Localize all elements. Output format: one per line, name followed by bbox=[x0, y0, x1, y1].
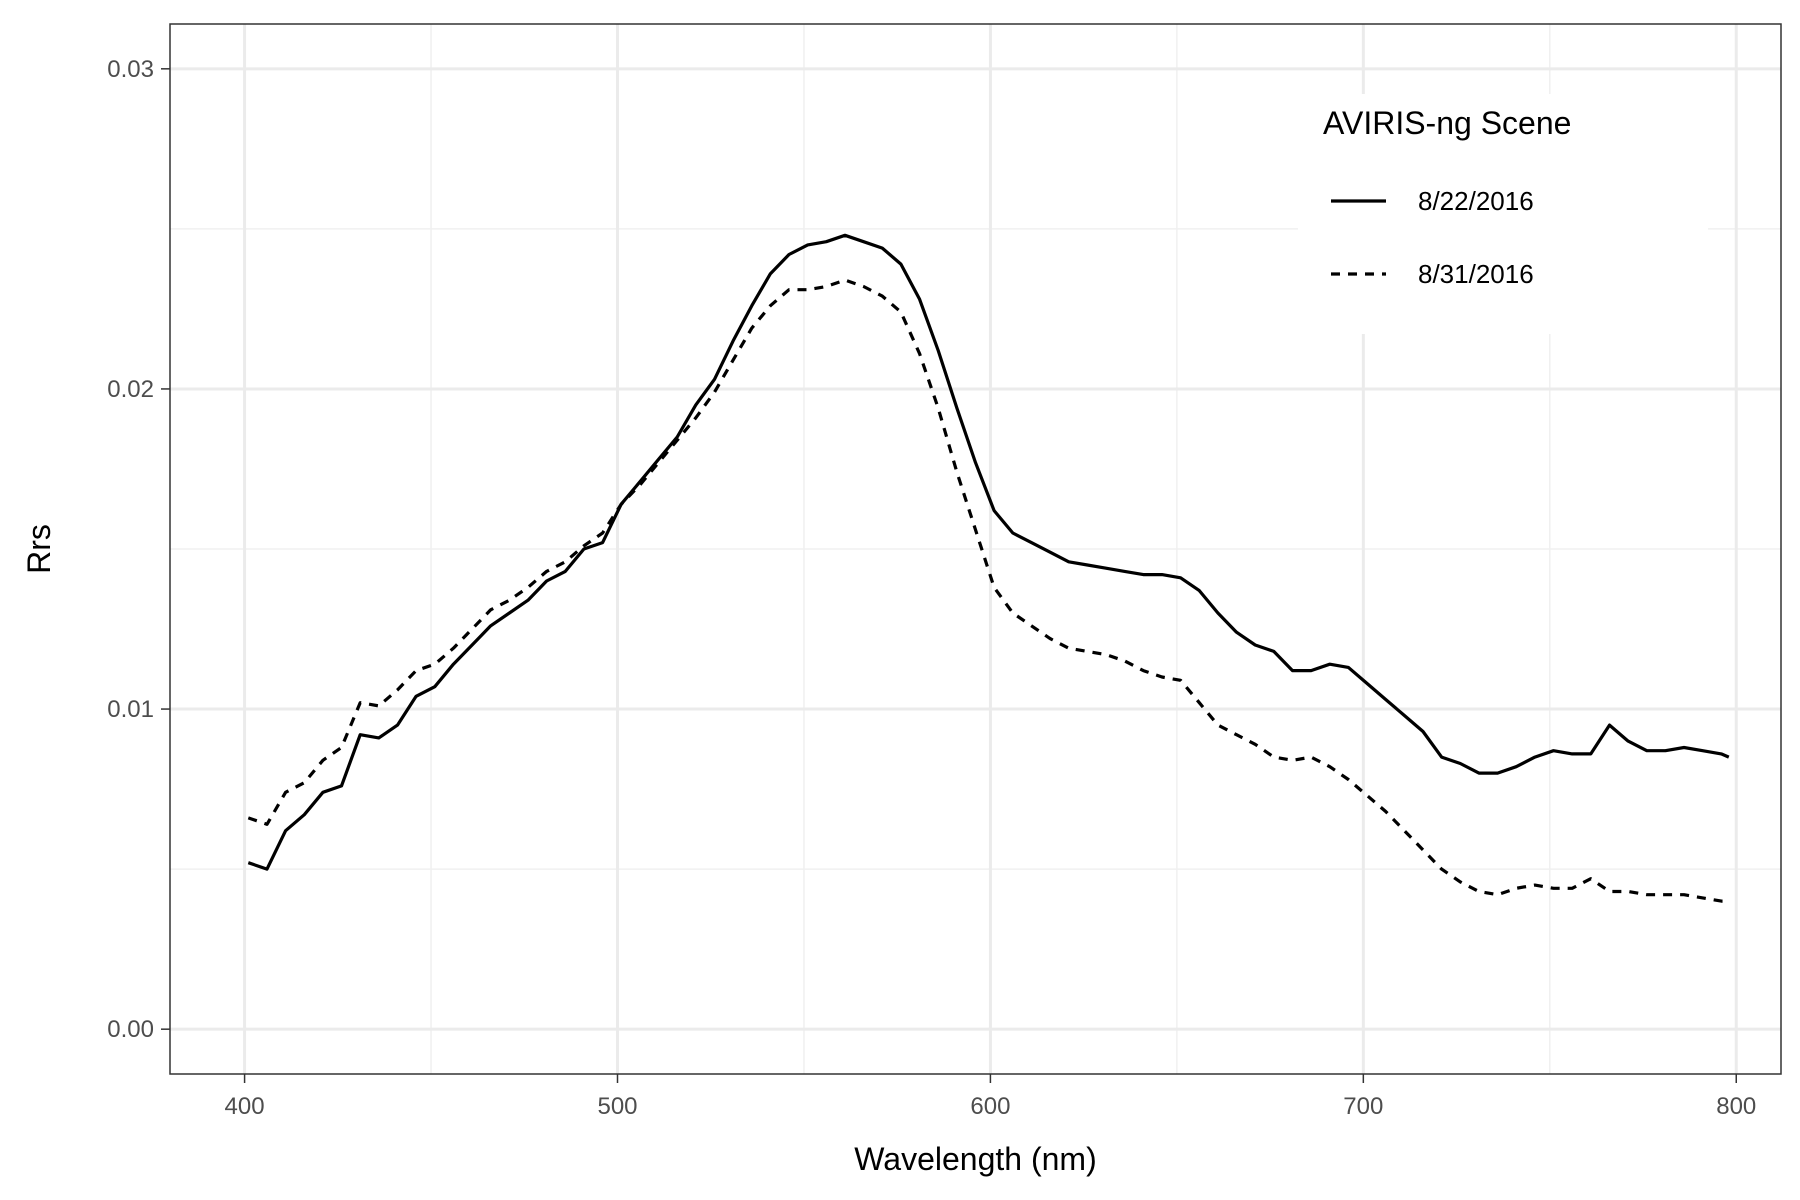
series-line-1 bbox=[247, 233, 1730, 871]
series-line-2 bbox=[247, 278, 1729, 903]
x-tick-label: 700 bbox=[1343, 1093, 1383, 1120]
y-tick-label: 0.01 bbox=[107, 696, 154, 723]
y-tick-label: 0.02 bbox=[107, 376, 154, 403]
x-tick-label: 400 bbox=[225, 1093, 265, 1120]
x-axis: 400 500 600 700 800 bbox=[225, 1074, 1756, 1120]
plot-panel-border bbox=[169, 23, 1782, 1075]
series-layer bbox=[247, 233, 1730, 903]
x-tick-label: 800 bbox=[1716, 1093, 1756, 1120]
x-axis-title: Wavelength (nm) bbox=[854, 1141, 1096, 1177]
legend: AVIRIS-ng Scene 8/22/2016 8/31/2016 bbox=[1298, 94, 1708, 334]
y-axis: 0.00 0.01 0.02 0.03 bbox=[107, 56, 170, 1043]
legend-label-1: 8/22/2016 bbox=[1418, 186, 1534, 216]
legend-background bbox=[1298, 94, 1708, 334]
y-axis-title: Rrs bbox=[21, 524, 57, 574]
major-gridlines bbox=[170, 24, 1781, 1074]
legend-items: 8/22/2016 8/31/2016 bbox=[1331, 186, 1534, 289]
legend-title: AVIRIS-ng Scene bbox=[1323, 105, 1571, 141]
legend-label-2: 8/31/2016 bbox=[1418, 259, 1534, 289]
y-tick-label: 0.03 bbox=[107, 56, 154, 83]
x-tick-label: 600 bbox=[970, 1093, 1010, 1120]
y-tick-label: 0.00 bbox=[107, 1016, 154, 1043]
x-tick-label: 500 bbox=[597, 1093, 637, 1120]
